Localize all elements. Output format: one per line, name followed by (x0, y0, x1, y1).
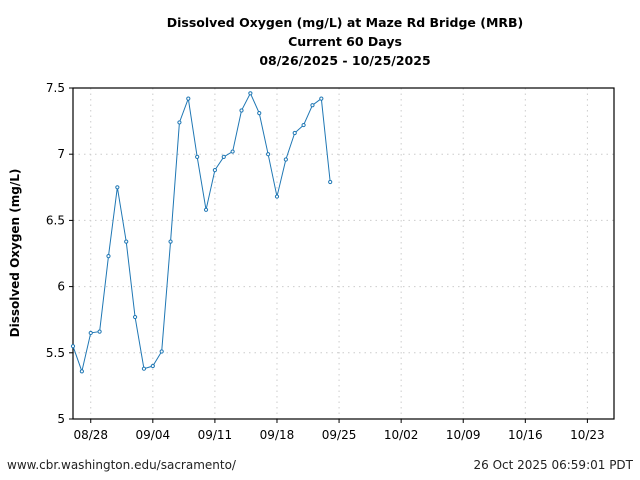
data-point (124, 239, 129, 244)
x-tick-label: 08/28 (73, 428, 108, 442)
data-point (159, 349, 164, 354)
data-point (168, 239, 173, 244)
data-point (141, 366, 147, 371)
data-point (212, 167, 218, 173)
x-tick-label: 10/23 (570, 428, 605, 442)
chart-title: Dissolved Oxygen (mg/L) at Maze Rd Bridg… (166, 15, 524, 30)
data-point (283, 157, 288, 162)
data-point (230, 149, 235, 154)
data-point (97, 329, 102, 334)
data-point (301, 122, 306, 128)
x-tick-label: 09/18 (260, 428, 295, 442)
data-point (88, 330, 93, 336)
data-point (177, 120, 182, 125)
data-point (292, 130, 297, 136)
x-tick-label: 09/25 (322, 428, 357, 442)
chart-subtitle: Current 60 Days (288, 34, 402, 49)
data-point (221, 154, 226, 159)
data-point (274, 194, 280, 199)
data-point (70, 344, 76, 349)
source-link[interactable]: www.cbr.washington.edu/sacramento/ (7, 458, 236, 472)
data-point (132, 314, 138, 320)
data-point (79, 369, 84, 374)
x-tick-label: 10/02 (384, 428, 419, 442)
data-point (239, 108, 244, 113)
y-tick-label: 6.5 (46, 213, 65, 227)
y-tick-label: 5 (57, 412, 65, 426)
data-point (150, 363, 155, 369)
data-point (319, 96, 324, 101)
chart-date-range: 08/26/2025 - 10/25/2025 (259, 53, 431, 68)
data-point (248, 91, 253, 96)
y-tick-label: 5.5 (46, 346, 65, 360)
data-point (310, 103, 315, 108)
timestamp: 26 Oct 2025 06:59:01 PDT (473, 458, 633, 472)
x-tick-label: 09/11 (198, 428, 233, 442)
data-point (266, 152, 271, 157)
x-tick-label: 10/09 (446, 428, 481, 442)
x-tick-label: 10/16 (508, 428, 543, 442)
data-point (203, 207, 209, 212)
y-tick-label: 7 (57, 147, 65, 161)
x-tick-label: 09/04 (136, 428, 171, 442)
y-tick-label: 6 (57, 280, 65, 294)
series-line (72, 92, 331, 374)
plot-frame (72, 87, 615, 420)
y-axis-label: Dissolved Oxygen (mg/L) (8, 169, 22, 338)
data-point (115, 185, 120, 190)
data-point (106, 254, 111, 259)
data-point (195, 154, 200, 159)
y-tick-label: 7.5 (46, 81, 65, 95)
data-point (186, 96, 191, 101)
data-point (257, 111, 262, 116)
data-point (328, 179, 333, 185)
